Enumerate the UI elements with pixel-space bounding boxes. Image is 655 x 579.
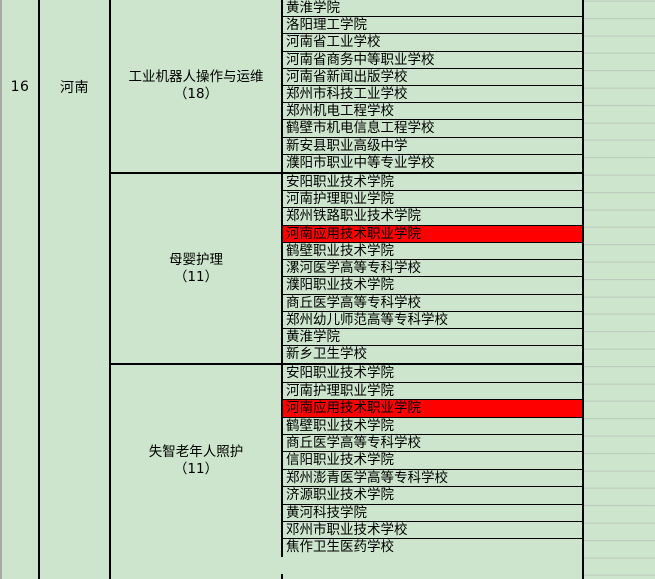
school-row[interactable]: 商丘医学高等专科学校 — [283, 435, 582, 453]
empty-grid-area[interactable] — [583, 0, 655, 579]
school-row-highlighted[interactable]: 河南应用技术职业学院 — [283, 400, 582, 418]
school-row[interactable]: 新安县职业高级中学 — [283, 138, 582, 155]
school-row[interactable]: 郑州铁路职业技术学院 — [283, 208, 582, 226]
clipped-region-cell — [40, 574, 111, 579]
category-block: 母婴护理 （11） 安阳职业技术学院 河南护理职业学院 郑州铁路职业技术学院 河南应用技术… — [111, 174, 582, 366]
school-row[interactable]: 鹤壁职业技术学院 — [283, 418, 582, 435]
school-row[interactable]: 郑州市科技工业学校 — [283, 86, 582, 104]
school-row[interactable]: 黄淮学院 — [283, 0, 582, 18]
school-row[interactable]: 黄淮学院 — [283, 329, 582, 347]
category-name: 工业机器人操作与运维 — [128, 69, 264, 86]
school-row[interactable]: 鹤壁市机电信息工程学校 — [283, 120, 582, 138]
category-cell[interactable]: 工业机器人操作与运维 （18） — [111, 0, 283, 172]
school-row[interactable]: 济源职业技术学院 — [283, 487, 582, 505]
category-count: （11） — [173, 461, 219, 478]
clipped-index-cell — [2, 574, 40, 579]
school-row[interactable]: 新乡卫生学校 — [286, 346, 367, 363]
category-blocks-column: 工业机器人操作与运维 （18） 黄淮学院 洛阳理工学院 河南省工业学校 河南省商务中等职业… — [111, 0, 582, 579]
school-row[interactable]: 河南护理职业学院 — [283, 191, 582, 209]
school-row-highlighted[interactable]: 河南应用技术职业学院 — [283, 225, 582, 243]
region-cell: 河南 — [60, 80, 89, 96]
region-column[interactable]: 河南 — [40, 0, 111, 579]
school-row[interactable]: 鹤壁职业技术学院 — [283, 243, 582, 261]
category-name: 母婴护理 — [169, 251, 223, 268]
school-row[interactable]: 安阳职业技术学院 — [283, 174, 582, 192]
school-row[interactable]: 邓州市职业技术学校 — [283, 522, 582, 540]
school-row[interactable]: 信阳职业技术学院 — [283, 452, 582, 470]
clipped-category-cell — [111, 574, 283, 579]
school-list: 黄淮学院 洛阳理工学院 河南省工业学校 河南省商务中等职业学校 河南省新闻出版学校 郑州市… — [283, 0, 582, 172]
school-row[interactable]: 郑州澎青医学高等专科学校 — [283, 470, 582, 488]
sheet-left-edge — [0, 0, 2, 579]
category-block: 失智老年人照护 （11） 安阳职业技术学院 河南护理职业学院 河南应用技术职业学院 鹤壁职… — [111, 365, 582, 557]
school-row[interactable]: 郑州机电工程学校 — [283, 103, 582, 121]
school-row[interactable]: 濮阳市职业中等专业学校 — [286, 154, 435, 171]
school-row[interactable]: 洛阳理工学院 — [283, 17, 582, 35]
school-row[interactable]: 商丘医学高等专科学校 — [283, 295, 582, 312]
school-row[interactable]: 焦作卫生医药学校 — [286, 539, 394, 556]
index-column[interactable]: 16 — [2, 0, 40, 579]
category-count: （11） — [173, 268, 219, 285]
clipped-next-row[interactable] — [2, 574, 584, 579]
schools-table: 16 河南 工业机器人操作与运维 （18） 黄淮学院 洛阳理工学院 河南省工业学校 河南省… — [2, 0, 584, 579]
clipped-school-cell — [283, 574, 582, 579]
school-row[interactable]: 濮阳职业技术学院 — [283, 277, 582, 295]
school-row[interactable]: 河南省商务中等职业学校 — [283, 52, 582, 69]
category-name: 失智老年人照护 — [148, 444, 244, 461]
school-row[interactable]: 黄河科技学院 — [283, 505, 582, 522]
category-cell[interactable]: 母婴护理 （11） — [111, 174, 283, 364]
category-cell[interactable]: 失智老年人照护 （11） — [111, 365, 283, 557]
category-count: （18） — [173, 86, 219, 102]
school-row[interactable]: 河南省工业学校 — [283, 34, 582, 52]
school-row[interactable]: 河南护理职业学院 — [283, 383, 582, 401]
school-row[interactable]: 河南省新闻出版学校 — [283, 69, 582, 87]
category-block: 工业机器人操作与运维 （18） 黄淮学院 洛阳理工学院 河南省工业学校 河南省商务中等职业… — [111, 0, 582, 174]
school-row[interactable]: 漯河医学高等专科学校 — [283, 260, 582, 278]
school-row[interactable]: 郑州幼儿师范高等专科学校 — [283, 312, 582, 329]
row-index-cell: 16 — [10, 79, 30, 95]
school-row[interactable]: 安阳职业技术学院 — [283, 365, 582, 383]
school-list: 安阳职业技术学院 河南护理职业学院 郑州铁路职业技术学院 河南应用技术职业学院 鹤壁职业… — [283, 174, 582, 363]
school-list: 安阳职业技术学院 河南护理职业学院 河南应用技术职业学院 鹤壁职业技术学院 商丘医学高等… — [283, 365, 582, 556]
